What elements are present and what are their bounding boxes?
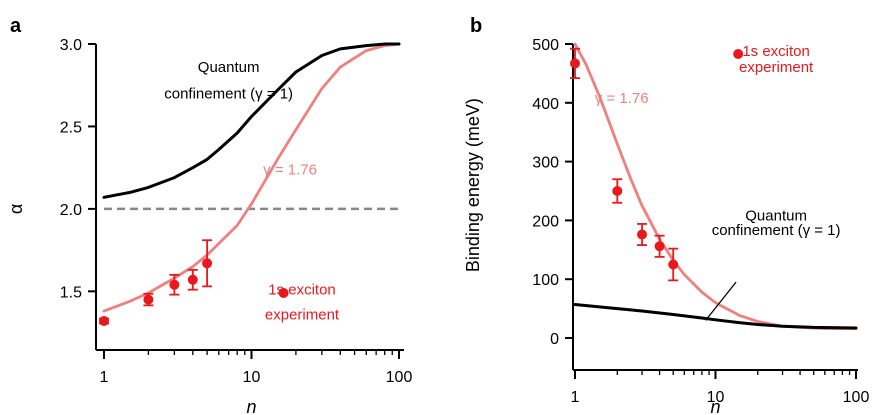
panel-a: a 1.5 2.0 2.5 3.0 1 10 100 n α Quantum confinement … [6, 15, 412, 415]
y-tick-label: 3.0 [60, 37, 82, 54]
experiment-point [202, 258, 213, 269]
annotation-qc2: confinement (γ = 1) [164, 85, 293, 102]
annotation-pointer [705, 281, 737, 321]
legend-marker [733, 48, 744, 59]
x-tick-label: 1 [100, 369, 109, 386]
model-curve [102, 42, 401, 313]
annotation-legend1: 1s exciton [268, 282, 336, 299]
experiment-point [99, 316, 109, 326]
annotation-qc2: confinement (γ = 1) [712, 222, 841, 239]
annotation-qc1: Quantum [745, 207, 807, 224]
annotation-gamma: γ = 1.76 [263, 161, 317, 178]
y-axis-label: Binding energy (meV) [463, 98, 483, 272]
y-tick-label: 100 [532, 272, 559, 289]
experiment-point [612, 186, 623, 196]
y-tick-label: 2.0 [60, 202, 82, 219]
x-tick-label: 10 [707, 389, 725, 406]
panel-b: b 0 100 200 300 400 500 1 10 100 n Binding energy (… [463, 15, 869, 415]
y-axis-label: α [6, 204, 26, 214]
panel-letter: b [470, 15, 482, 37]
x-tick-label: 100 [386, 369, 413, 386]
experiment-point [570, 58, 580, 69]
panel-letter: a [10, 15, 22, 37]
y-tick-label: 1.5 [60, 284, 82, 301]
y-tick-label: 0 [550, 331, 559, 348]
x-axis-label: n [246, 397, 256, 415]
annotation-qc1: Quantum [198, 59, 260, 76]
x-axis-label: n [710, 397, 720, 415]
experiment-point [668, 259, 679, 270]
y-tick-label: 400 [532, 96, 559, 113]
y-tick-label: 200 [532, 213, 559, 230]
experiment-point [637, 229, 648, 240]
annotation-gamma: γ = 1.76 [595, 90, 649, 107]
x-tick-label: 1 [571, 389, 580, 406]
annotation-legend2: experiment [739, 59, 814, 76]
experiment-point [169, 279, 180, 290]
qc-curve [102, 42, 401, 199]
annotation-legend2: experiment [265, 306, 340, 323]
y-tick-label: 300 [532, 155, 559, 172]
axes [95, 44, 404, 351]
experiment-point [654, 241, 665, 252]
qc-curve [573, 303, 858, 330]
y-tick-label: 2.5 [60, 119, 82, 136]
legend-marker [278, 287, 289, 298]
annotation-legend1: 1s exciton [742, 43, 810, 60]
experiment-point [187, 274, 198, 285]
x-tick-label: 10 [243, 369, 261, 386]
experiment-point [143, 294, 154, 305]
x-tick-label: 100 [843, 389, 870, 406]
y-tick-label: 500 [532, 37, 559, 54]
